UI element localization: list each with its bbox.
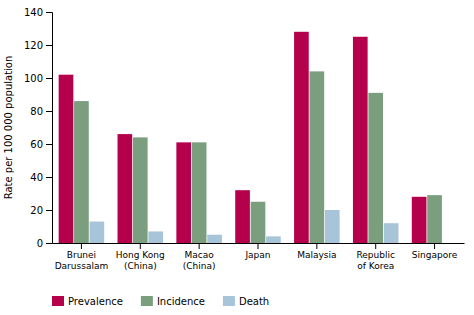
bar	[251, 202, 266, 243]
y-tick-label: 20	[30, 205, 43, 216]
bar	[310, 71, 325, 243]
y-tick-mark	[46, 177, 52, 178]
y-tick-label: 0	[37, 238, 43, 249]
x-axis: BruneiDarussalamHong Kong(China)Macao(Ch…	[53, 243, 465, 271]
bar-series	[59, 32, 427, 243]
x-tick: Republicof Korea	[356, 243, 395, 271]
x-tick-mark	[199, 243, 200, 249]
bar	[90, 222, 105, 243]
x-tick: Japan	[244, 243, 270, 260]
bar	[235, 190, 250, 243]
x-tick-label-line: Republic	[356, 250, 395, 260]
x-tick-label-line: of Korea	[357, 261, 394, 271]
y-tick: 100	[24, 73, 52, 84]
legend-item: Prevalence	[52, 296, 123, 307]
x-tick-label-line: Macao	[185, 250, 215, 260]
x-tick-label-line: Japan	[244, 250, 270, 260]
y-tick-mark	[46, 78, 52, 79]
y-tick: 80	[30, 106, 52, 117]
y-axis: 0 20 40 60 80 100 120 140	[24, 7, 53, 249]
legend-swatch	[223, 296, 235, 306]
bar	[412, 197, 427, 243]
y-tick-mark	[46, 144, 52, 145]
y-tick: 20	[30, 205, 52, 216]
y-tick: 40	[30, 172, 52, 183]
bar	[368, 93, 383, 243]
legend-label: Incidence	[157, 296, 205, 307]
y-axis-line	[46, 13, 53, 244]
x-tick: Singapore	[412, 243, 458, 260]
y-tick-mark	[46, 243, 52, 244]
x-tick-label-line: Malaysia	[297, 250, 336, 260]
bar	[148, 231, 163, 243]
y-tick-label: 80	[30, 106, 43, 117]
bar	[294, 32, 309, 243]
x-tick-label-line: Darussalam	[55, 261, 109, 271]
chart: 0 20 40 60 80 100 120 140 BruneiDarussalam Hong K…	[0, 0, 474, 315]
x-tick-mark	[316, 243, 317, 249]
legend-swatch	[52, 296, 64, 306]
legend-label: Death	[239, 296, 269, 307]
bar	[118, 134, 133, 243]
y-tick-mark	[46, 45, 52, 46]
y-tick: 140	[24, 7, 52, 18]
x-tick-label: Republicof Korea	[356, 250, 395, 270]
y-tick: 120	[24, 40, 52, 51]
y-axis-title: Rate per 100 000 population	[3, 56, 14, 200]
bars	[59, 32, 442, 243]
bar-series	[90, 210, 399, 243]
x-tick-label: Hong Kong(China)	[116, 250, 165, 270]
legend-label: Prevalence	[68, 296, 123, 307]
legend-swatch	[141, 296, 153, 306]
x-tick: Hong Kong(China)	[116, 243, 165, 271]
x-tick-label: BruneiDarussalam	[55, 250, 109, 270]
x-tick-label-line: (China)	[183, 261, 216, 271]
bar	[427, 195, 442, 243]
x-tick-label: Singapore	[412, 250, 458, 260]
x-tick-mark	[258, 243, 259, 249]
x-tick: Macao(China)	[183, 243, 216, 271]
x-tick-mark	[434, 243, 435, 249]
x-tick-mark	[375, 243, 376, 249]
x-tick-label-line: Brunei	[67, 250, 96, 260]
x-tick-label: Malaysia	[297, 250, 336, 260]
x-tick-label-line: (China)	[124, 261, 157, 271]
y-tick-label: 40	[30, 172, 43, 183]
legend: Prevalence Incidence Death	[52, 296, 269, 307]
y-tick-label: 120	[24, 40, 43, 51]
bar	[59, 75, 74, 243]
bar	[207, 235, 222, 243]
y-tick-mark	[46, 111, 52, 112]
plot: 0 20 40 60 80 100 120 140 BruneiDarussalam Hong K…	[3, 7, 465, 271]
bar	[266, 236, 281, 243]
x-tick-label: Japan	[244, 250, 270, 260]
y-tick-label: 60	[30, 139, 43, 150]
bar	[74, 101, 89, 243]
bar	[353, 37, 368, 243]
bar-series	[74, 71, 442, 243]
legend-item: Death	[223, 296, 269, 307]
legend-item: Incidence	[141, 296, 205, 307]
x-tick-mark	[140, 243, 141, 249]
y-tick-mark	[46, 12, 52, 13]
x-tick-label-line: Singapore	[412, 250, 458, 260]
bar	[443, 243, 458, 244]
bar	[192, 142, 207, 243]
x-tick: BruneiDarussalam	[55, 243, 109, 271]
x-tick-label: Macao(China)	[183, 250, 216, 270]
bar	[384, 223, 399, 243]
bar	[133, 137, 148, 243]
x-tick: Malaysia	[297, 243, 336, 260]
y-tick-label: 100	[24, 73, 43, 84]
bar	[325, 210, 340, 243]
y-tick-mark	[46, 210, 52, 211]
bar	[176, 142, 191, 243]
x-tick-label-line: Hong Kong	[116, 250, 165, 260]
y-tick: 0	[37, 238, 52, 249]
y-tick: 60	[30, 139, 52, 150]
y-tick-label: 140	[24, 7, 43, 18]
x-tick-mark	[81, 243, 82, 249]
